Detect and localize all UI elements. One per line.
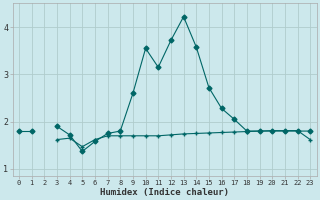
X-axis label: Humidex (Indice chaleur): Humidex (Indice chaleur)	[100, 188, 229, 197]
